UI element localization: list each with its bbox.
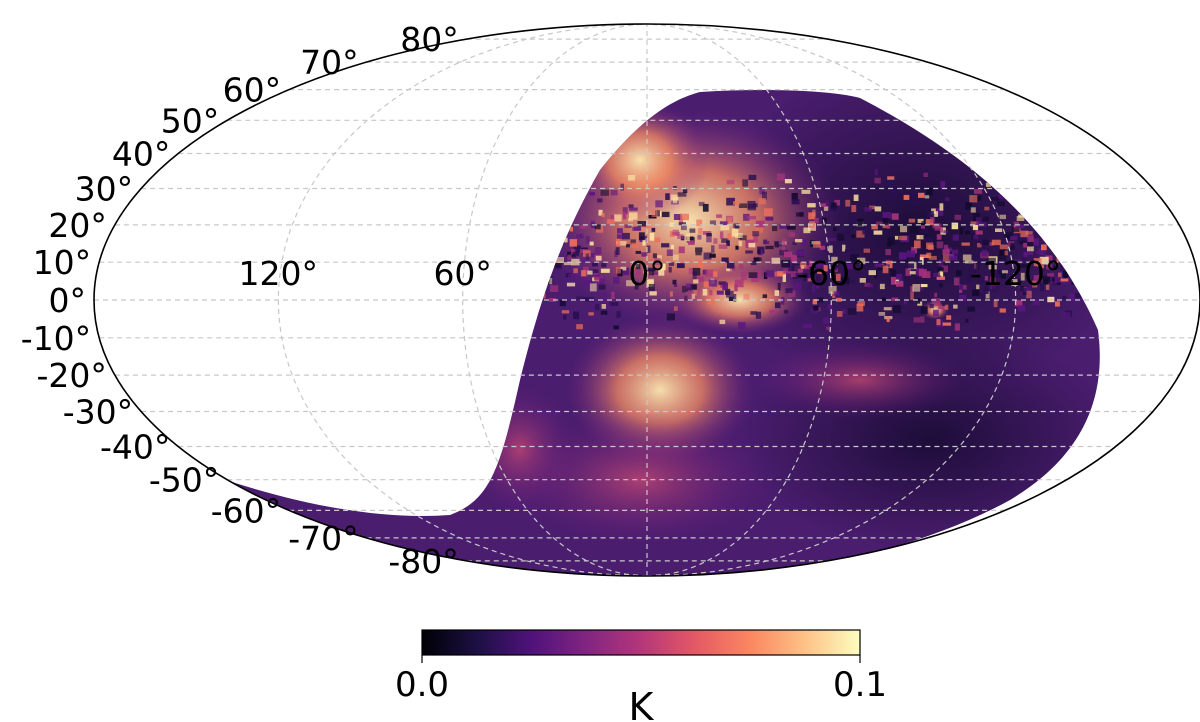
colorbar: 0.0 0.1 K [395,629,887,722]
latitude-label: -10° [21,319,91,358]
latitude-label: -20° [36,356,106,395]
latitude-label: 70° [300,43,359,82]
latitude-label: -50° [149,461,219,500]
colorbar-gradient [421,629,861,656]
longitude-label: 0° [628,254,666,293]
latitude-label: 60° [223,71,282,110]
latitude-label: -30° [63,393,133,432]
colorbar-min-label: 0.0 [395,665,449,705]
latitude-label: -80° [388,542,458,581]
longitude-label: 60° [433,254,492,293]
latitude-label: 10° [33,243,92,282]
colorbar-max-label: 0.1 [833,665,887,705]
grid-meridian [646,23,832,577]
grid-meridian [646,23,1017,577]
latitude-label: -70° [288,519,358,558]
grid-meridian [462,23,648,577]
latitude-label: 20° [48,206,107,245]
latitude-label: 80° [400,20,459,59]
latitude-label: -60° [211,491,281,530]
colorbar-unit: K [629,685,655,722]
latitude-label: -40° [100,428,170,467]
longitude-labels: 120° 60° 0° -60° -120° [239,254,1062,293]
latitude-label: 40° [112,135,171,174]
latitude-label: 0° [49,281,87,320]
graticule [94,23,1200,577]
grid-meridian [277,23,648,577]
latitude-labels: 80° 70° 60°50°40°30°20°10°0°-10°-20°-30°-4… [21,20,459,581]
longitude-label: 120° [239,254,319,293]
map-outline [93,23,1200,577]
latitude-label: 30° [75,170,134,209]
latitude-label: 50° [161,101,220,140]
longitude-label: -60° [796,254,866,293]
longitude-label: -120° [970,254,1061,293]
